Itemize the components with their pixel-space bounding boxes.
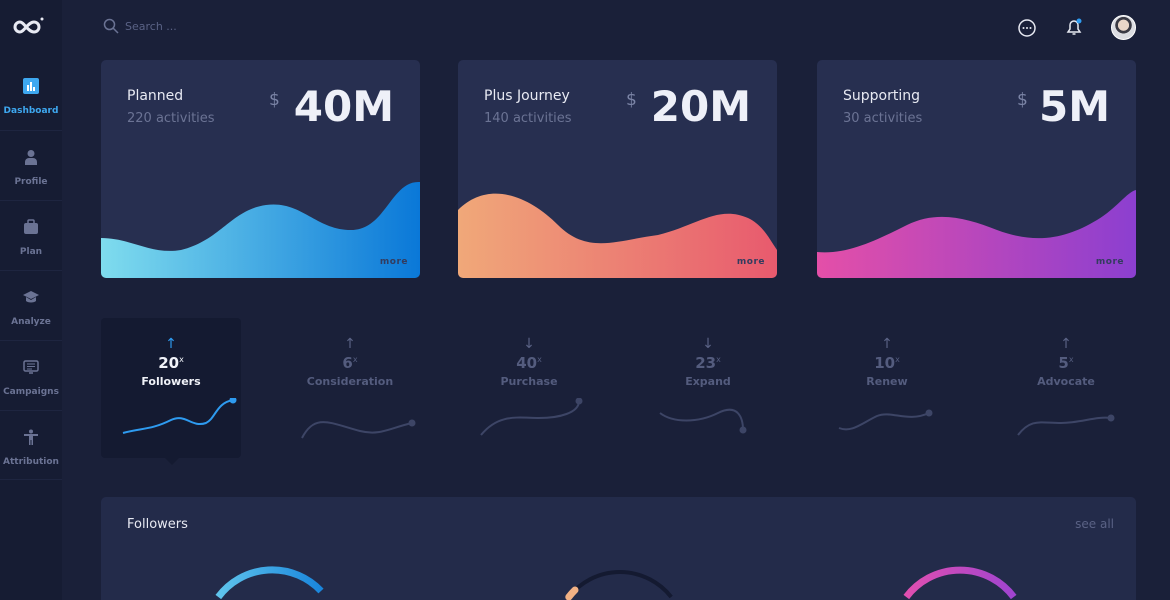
card-title: Plus Journey [484,88,570,104]
card-amount: 40M [293,82,394,131]
metric-label: Advocate [1037,375,1095,388]
bar-chart-icon [23,78,39,94]
search-bar[interactable] [103,18,325,34]
wave-chart [458,193,777,278]
metric-label: Renew [866,375,908,388]
chat-icon[interactable] [1017,18,1037,38]
sparkline-endpoint [229,398,237,404]
sidebar-item-dashboard[interactable]: Dashboard [0,60,62,130]
card-subtitle: 140 activities [484,111,572,126]
stat-card: Planned 220 activities 40M $ more [101,60,420,278]
sidebar-item-label: Plan [19,247,43,257]
logo-icon[interactable] [11,16,45,38]
briefcase-icon [24,219,38,234]
followers-panel: Followers see all [101,497,1136,600]
donut-arc-peach [565,586,579,600]
sidebar-item-label: Campaigns [3,387,59,397]
stat-card: Plus Journey 140 activities 20M $ more [458,60,777,278]
metric-followers[interactable]: ↑ 20x Followers [101,318,241,465]
sidebar-item-campaigns[interactable]: Campaigns [0,340,62,410]
card-amount: 20M [650,82,751,131]
sidebar-item-label: Attribution [3,457,59,467]
donut-track [567,570,673,599]
sparkline-endpoint [739,426,747,434]
bell-icon[interactable] [1064,17,1084,37]
arrow-up-icon: ↑ [165,336,177,352]
panel-title: Followers [127,517,188,532]
metric-value: 10x [874,354,900,372]
metric-value: 23x [695,354,721,372]
sparkline [301,419,416,439]
donut-arc-purple [903,566,1017,600]
donut-arc-blue [215,566,324,600]
sidebar-item-label: Dashboard [3,106,59,116]
card-subtitle: 220 activities [127,111,215,126]
see-all-link[interactable]: see all [1075,517,1114,531]
sparkline-endpoint [575,398,583,405]
arrow-up-icon: ↑ [1060,336,1072,352]
stat-card: Supporting 30 activities 5M $ more [817,60,1136,278]
metric-value: 6x [342,354,358,372]
sidebar-item-analyze[interactable]: Analyze [0,270,62,340]
followers-donuts [215,566,1017,600]
more-link[interactable]: more [379,257,408,267]
card-currency: $ [1017,90,1028,110]
sidebar: Dashboard Profile Plan Analyze Campaigns… [0,0,62,600]
sparkline-endpoint [408,419,416,427]
metric-value: 5x [1058,354,1074,372]
wave-chart [817,190,1136,278]
sparkline [1017,414,1115,436]
metric-renew[interactable]: ↑ 10x Renew [817,318,957,458]
search-input[interactable] [125,19,325,33]
metric-consideration[interactable]: ↑ 6x Consideration [280,318,420,458]
metric-label: Purchase [500,375,558,388]
sidebar-item-profile[interactable]: Profile [0,130,62,200]
metric-label: Expand [685,375,731,388]
metric-value: 40x [516,354,542,372]
card-currency: $ [626,90,637,110]
arrow-down-icon: ↓ [523,336,535,352]
more-link[interactable]: more [736,257,765,267]
message-board-icon [23,360,39,374]
avatar[interactable] [1111,15,1136,40]
metric-expand[interactable]: ↓ 23x Expand [638,318,778,458]
search-icon [103,18,119,34]
wave-chart [101,181,420,278]
card-amount: 5M [1038,82,1110,131]
sidebar-item-label: Analyze [11,317,51,327]
metric-value: 20x [158,354,184,372]
sparkline [838,409,933,431]
sidebar-item-attribution[interactable]: Attribution [0,410,62,480]
arrow-up-icon: ↑ [881,336,893,352]
card-title: Supporting [843,88,920,104]
sparkline-endpoint [1107,414,1115,422]
card-currency: $ [269,90,280,110]
person-icon [24,429,38,445]
metric-purchase[interactable]: ↓ 40x Purchase [459,318,599,458]
sparkline [659,408,747,434]
user-icon [25,150,37,165]
metric-label: Followers [141,375,201,388]
sparkline-endpoint [925,409,933,417]
card-title: Planned [127,88,184,104]
arrow-down-icon: ↓ [702,336,714,352]
sparkline [480,398,583,436]
metric-advocate[interactable]: ↑ 5x Advocate [996,318,1136,458]
sidebar-item-label: Profile [14,177,48,187]
sparkline [122,398,237,434]
sidebar-item-plan[interactable]: Plan [0,200,62,270]
arrow-up-icon: ↑ [344,336,356,352]
graduation-cap-icon [23,291,39,303]
card-subtitle: 30 activities [843,111,923,126]
more-link[interactable]: more [1095,257,1124,267]
metric-label: Consideration [306,375,394,388]
